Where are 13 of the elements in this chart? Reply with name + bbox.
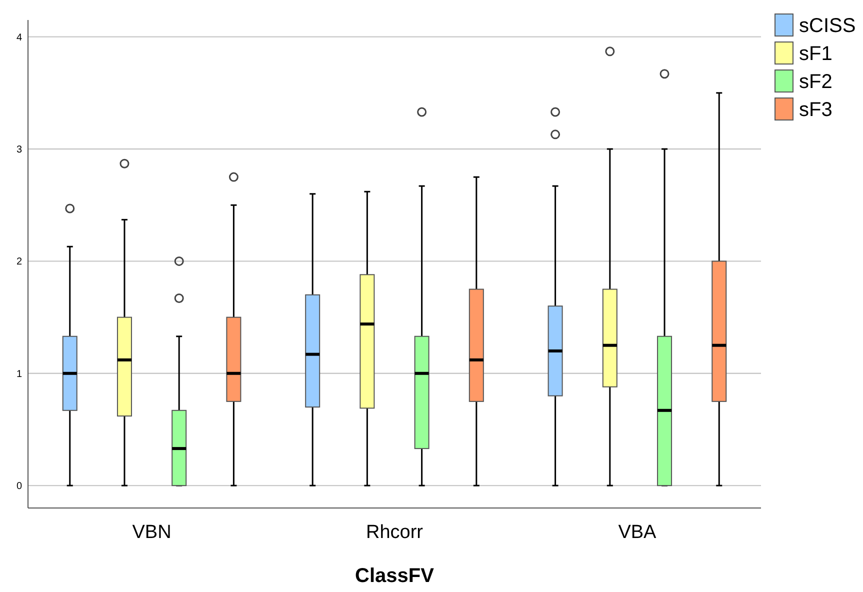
y-tick-label: 3 — [16, 144, 22, 156]
x-tick-label: VBN — [132, 522, 172, 543]
y-tick-label: 2 — [16, 256, 22, 268]
legend-label: sF1 — [799, 43, 832, 65]
y-tick-label: 1 — [16, 368, 22, 380]
x-tick-label: VBA — [618, 522, 657, 543]
x-tick-label: Rhcorr — [366, 522, 424, 543]
legend-label: sCISS — [799, 15, 856, 37]
legend-label: sF3 — [799, 99, 832, 121]
y-tick-label: 4 — [16, 32, 22, 44]
legend-label: sF2 — [799, 71, 832, 93]
y-tick-label: 0 — [16, 481, 22, 492]
x-axis-title: ClassFV — [355, 565, 435, 587]
